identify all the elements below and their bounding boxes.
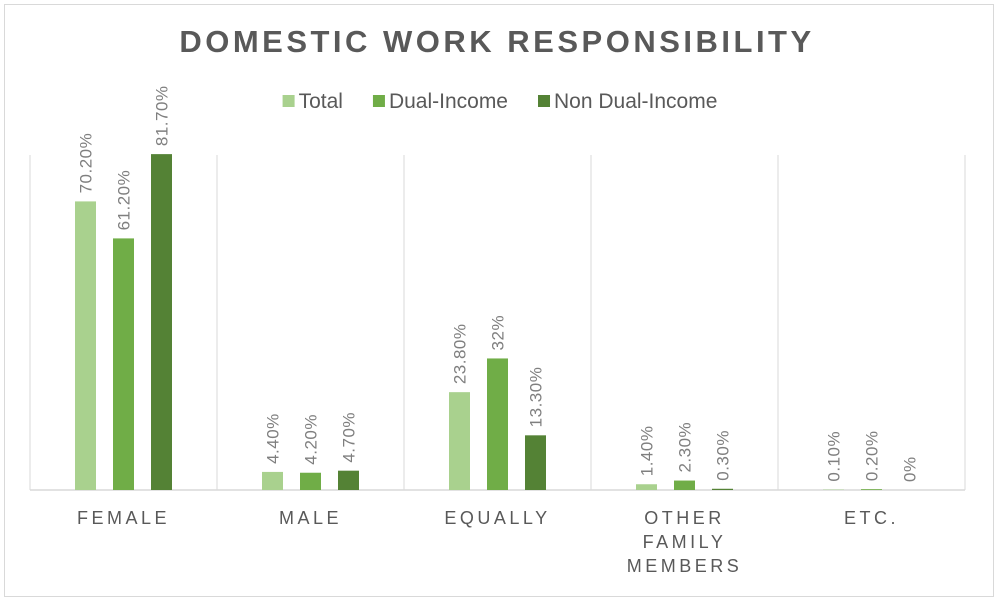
- data-label-female-non-dual-income: 81.70%: [153, 85, 172, 146]
- legend: Total Dual-Income Non Dual-Income: [282, 90, 717, 113]
- legend-label: Total: [299, 90, 343, 113]
- data-labels: 70.20% 61.20% 81.70% 4.40% 4.20% 4.70% 23.80% 3…: [77, 85, 920, 482]
- data-label-equally-non-dual-income: 13.30%: [527, 367, 546, 428]
- bar-equally-non-dual-income: [525, 435, 546, 490]
- legend-label: Dual-Income: [389, 90, 508, 113]
- data-label-other-family-members-dual-income: 2.30%: [676, 422, 695, 473]
- data-label-other-family-members-non-dual-income: 0.30%: [714, 430, 733, 481]
- bar-equally-total: [449, 392, 470, 490]
- category-label-male: MALE: [279, 508, 342, 528]
- bar-other-family-members-non-dual-income: [712, 488, 733, 490]
- bars: [75, 154, 882, 490]
- data-label-etc-total: 0.10%: [825, 431, 844, 482]
- category-label-other-family-members: OTHER FAMILY MEMBERS: [627, 508, 743, 576]
- legend-swatch: [538, 95, 551, 107]
- legend-item-total: Total: [282, 90, 343, 113]
- bar-female-dual-income: [113, 238, 134, 490]
- bar-female-non-dual-income: [151, 154, 172, 490]
- legend-item-dual-income: Dual-Income: [372, 90, 508, 113]
- legend-label: Non Dual-Income: [554, 90, 717, 113]
- data-label-etc-dual-income: 0.20%: [863, 430, 882, 481]
- data-label-female-total: 70.20%: [77, 133, 96, 194]
- legend-item-non-dual-income: Non Dual-Income: [538, 90, 717, 113]
- data-label-other-family-members-total: 1.40%: [638, 426, 657, 477]
- data-label-equally-dual-income: 32%: [489, 315, 508, 351]
- data-label-male-non-dual-income: 4.70%: [340, 412, 359, 463]
- bar-female-total: [75, 201, 96, 490]
- data-label-female-dual-income: 61.20%: [115, 170, 134, 231]
- data-label-male-total: 4.40%: [264, 413, 283, 464]
- bar-male-non-dual-income: [338, 470, 359, 490]
- data-label-male-dual-income: 4.20%: [302, 414, 321, 465]
- bar-etc-dual-income: [861, 489, 882, 490]
- data-label-etc-non-dual-income: 0%: [901, 456, 920, 482]
- data-label-equally-total: 23.80%: [451, 323, 470, 384]
- legend-swatch: [372, 95, 385, 107]
- legend-swatch: [282, 95, 295, 107]
- bar-male-total: [262, 471, 283, 490]
- bar-other-family-members-total: [636, 484, 657, 490]
- bar-male-dual-income: [300, 472, 321, 490]
- bar-equally-dual-income: [487, 358, 508, 490]
- category-label-etc: ETC.: [844, 508, 899, 528]
- category-label-female: FEMALE: [77, 508, 170, 528]
- category-label-equally: EQUALLY: [444, 508, 550, 528]
- chart-title: DOMESTIC WORK RESPONSIBILITY: [179, 24, 814, 59]
- bar-other-family-members-dual-income: [674, 480, 695, 490]
- category-labels: FEMALE MALE EQUALLY OTHER FAMILY MEMBERS ETC.: [77, 508, 899, 576]
